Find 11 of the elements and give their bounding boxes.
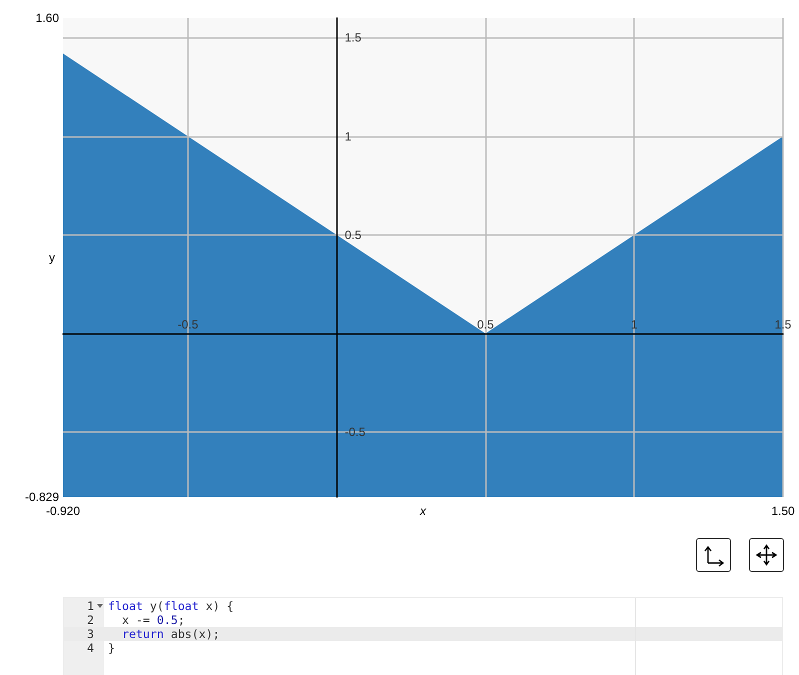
x-tick-label: -0.920 [46, 504, 80, 518]
y-tick-label: 1.60 [36, 11, 60, 25]
y2-tick-label: 0.5 [344, 228, 362, 242]
y-axis-title: y [49, 250, 55, 264]
y2-tick-label: 1 [344, 129, 352, 144]
x-tick-label: 1.50 [771, 504, 795, 518]
x2-tick-label: 0.5 [477, 318, 494, 332]
x-axis-title: x [419, 504, 427, 518]
y-tick-label: -0.829 [24, 490, 60, 504]
code-editor: 1 float y(float x) { 2 x -= 0.5; 3 return abs(x); 4 } [63, 597, 783, 675]
y2-tick-label: 1.5 [344, 30, 362, 45]
